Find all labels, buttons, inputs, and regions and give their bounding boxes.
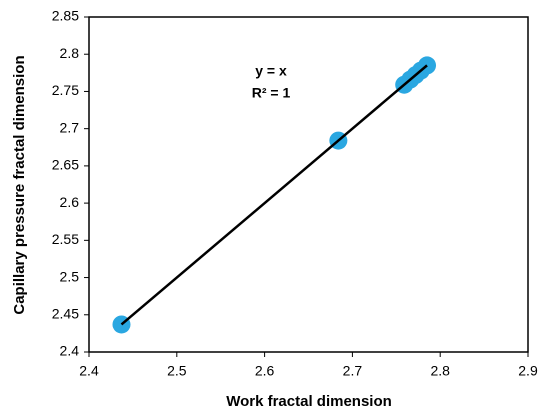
y-tick-label: 2.8 bbox=[60, 45, 80, 61]
y-tick-label: 2.7 bbox=[60, 119, 80, 135]
x-tick-label: 2.5 bbox=[167, 363, 187, 379]
annotation: y = x bbox=[255, 63, 287, 79]
y-tick-label: 2.85 bbox=[52, 8, 79, 24]
annotation: R² = 1 bbox=[252, 85, 291, 101]
x-tick-label: 2.4 bbox=[79, 363, 99, 379]
y-tick-label: 2.75 bbox=[52, 82, 79, 98]
plot-frame bbox=[88, 16, 529, 353]
y-tick-label: 2.5 bbox=[60, 268, 80, 284]
x-tick-label: 2.9 bbox=[518, 363, 538, 379]
x-tick-label: 2.6 bbox=[255, 363, 275, 379]
y-tick-label: 2.65 bbox=[52, 157, 79, 173]
y-tick-label: 2.4 bbox=[60, 343, 80, 359]
x-tick-label: 2.8 bbox=[430, 363, 450, 379]
y-tick-label: 2.55 bbox=[52, 231, 79, 247]
x-axis-label: Work fractal dimension bbox=[226, 393, 392, 410]
x-tick-label: 2.7 bbox=[343, 363, 363, 379]
y-axis-label: Capillary pressure fractal dimension bbox=[11, 55, 28, 314]
y-tick-label: 2.6 bbox=[60, 194, 80, 210]
trend-line bbox=[120, 64, 428, 326]
y-tick-label: 2.45 bbox=[52, 305, 79, 321]
